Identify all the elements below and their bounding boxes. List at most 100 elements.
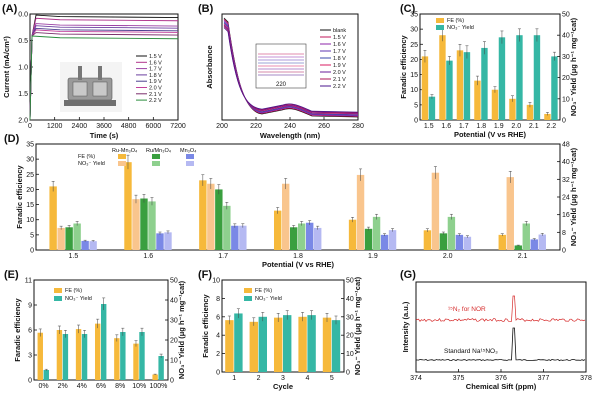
bar [538, 234, 546, 250]
g-x-tick-label: 374 [410, 375, 422, 382]
bar [114, 338, 120, 380]
panel-letter: (C) [400, 3, 416, 15]
legend-label: FE (%) [255, 288, 272, 294]
bar [231, 225, 239, 250]
y-left-tick-label: 6 [28, 328, 32, 335]
y-right-tick-label: 40 [562, 33, 570, 40]
bar [56, 330, 63, 380]
y-right-axis-title: NO₃⁻ Yield (μg h⁻¹ mg⁻¹cat) [569, 147, 578, 246]
x-axis-title: Potential (V vs RHE) [262, 260, 335, 269]
legend-label: NO₃⁻ Yield [447, 25, 474, 31]
legend-row-label: FE (%) [78, 154, 95, 160]
legend-label: 1.9 V [149, 79, 162, 85]
bar [156, 233, 164, 250]
bar [423, 230, 432, 250]
bar [283, 315, 292, 372]
y-left-tick-label: 5 [30, 232, 34, 239]
b-x-tick-label: 260 [318, 123, 330, 130]
y-left-tick-label: 8 [216, 296, 220, 303]
bar [290, 227, 298, 250]
bar [439, 233, 448, 250]
bar [509, 98, 516, 120]
y-left-tick-label: 3 [28, 353, 32, 360]
y-left-tick-label: 5 [414, 102, 418, 109]
legend-label: 1.5 V [333, 35, 346, 41]
absorbance-spectrum [223, 27, 359, 113]
legend-swatch [436, 18, 444, 23]
bar [526, 104, 534, 120]
category-label: 5 [330, 375, 334, 382]
bar [372, 216, 381, 250]
category-label: 1.5 [424, 123, 434, 130]
y-right-axis-title: NO₃⁻ Yield (μg h⁻¹ mg⁻¹cat) [569, 17, 578, 116]
y-left-tick-label: 2 [216, 351, 220, 358]
legend-group-label: Mn₃O₄ [180, 148, 197, 154]
legend-label: 1.5 V [149, 54, 162, 60]
x-axis-title: Time (s) [90, 131, 119, 140]
bar [481, 47, 488, 120]
y-left-tick-label: 11 [25, 278, 32, 285]
bar [514, 245, 522, 250]
x-axis-title: Cycle [273, 382, 293, 391]
bar [89, 241, 97, 250]
bar [388, 230, 397, 250]
bar [37, 332, 43, 380]
y-right-tick-label: 0 [170, 378, 174, 385]
category-label: 1.6 [143, 253, 153, 260]
y-left-tick-label: 15 [410, 72, 418, 79]
trace-label-nor: ¹⁵N₂ for NOR [448, 306, 486, 313]
bar [101, 304, 107, 380]
panel-letter: (D) [4, 133, 20, 145]
panel-letter: (A) [2, 3, 18, 15]
legend-label: 2.2 V [333, 84, 346, 90]
bar [139, 332, 145, 380]
a-y-tick-label: 1.5 [18, 91, 28, 98]
bar [199, 180, 207, 250]
y-right-tick-label: 30 [562, 54, 570, 61]
category-label: 3 [281, 375, 285, 382]
legend-swatch [436, 25, 444, 30]
legend-group-label: Ru/Mn₃O₄ [146, 148, 172, 154]
bar [456, 50, 464, 120]
g-x-tick-label: 376 [495, 375, 507, 382]
y-right-tick-label: 0 [346, 370, 350, 377]
a-x-tick-label: 2400 [72, 123, 88, 130]
y-right-tick-label: 16 [562, 212, 570, 219]
bar [533, 35, 541, 121]
bar [57, 227, 65, 250]
category-label: 1.7 [459, 123, 469, 130]
legend-swatch [54, 296, 62, 301]
bar [331, 320, 341, 372]
y-right-tick-label: 10 [170, 358, 178, 365]
plot-frame [419, 13, 561, 121]
y-right-tick-label: 40 [346, 296, 354, 303]
bar [75, 329, 82, 380]
reactor-photo-inset [60, 62, 122, 112]
bar [364, 228, 373, 250]
bar [49, 186, 57, 250]
legend-label: NO₃⁻ Yield [65, 296, 92, 302]
y-left-tick-label: 0 [414, 118, 418, 125]
bar [356, 174, 365, 250]
legend-label: 2.1 V [149, 92, 162, 98]
bar [95, 323, 101, 380]
bar [463, 52, 471, 120]
legend-label: NO₃⁻ Yield [255, 296, 282, 302]
bar [307, 315, 316, 372]
bar [164, 232, 172, 250]
bar [522, 223, 530, 250]
bar [81, 334, 88, 380]
category-label: 0% [39, 383, 49, 390]
category-label: 2.1 [529, 123, 539, 130]
y-right-tick-label: 30 [170, 318, 178, 325]
y-left-tick-label: 25 [410, 42, 418, 49]
bar [322, 317, 332, 372]
legend-label: 1.7 V [333, 49, 346, 55]
panel-letter: (G) [400, 269, 416, 281]
y-right-tick-label: 48 [562, 142, 570, 149]
panel-g: (G) 374 375 376 377 378 Chemical Sift (ppm) Int… [400, 269, 592, 391]
y-left-tick-label: 0 [30, 248, 34, 255]
panel-letter: (F) [198, 269, 212, 281]
b-x-tick-label: 240 [284, 123, 296, 130]
bar [506, 177, 514, 250]
